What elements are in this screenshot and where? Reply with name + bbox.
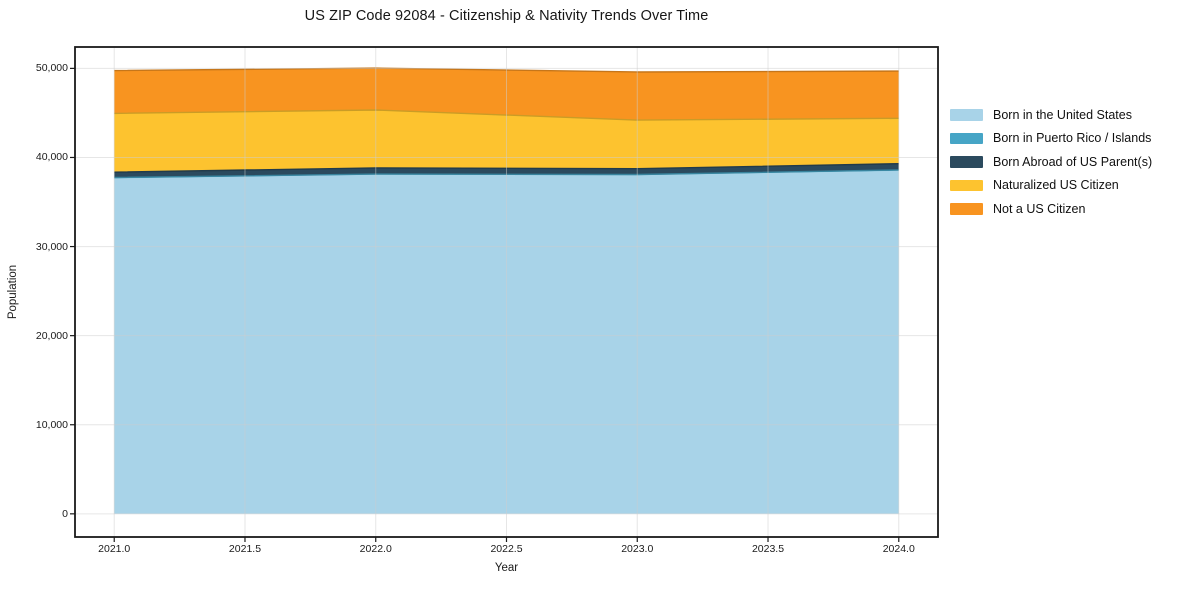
legend-item: Naturalized US Citizen [950,174,1152,198]
legend-item: Born in the United States [950,103,1152,127]
x-tick-label: 2021.0 [98,543,131,555]
legend-label: Naturalized US Citizen [993,178,1119,193]
chart-title: US ZIP Code 92084 - Citizenship & Nativi… [304,8,709,24]
legend-item: Not a US Citizen [950,197,1152,221]
stacked-area-plot [70,46,939,542]
x-tick-label: 2024.0 [882,543,915,555]
x-tick-label: 2022.0 [359,543,392,555]
y-tick-label: 40,000 [35,151,68,164]
x-tick-label: 2023.0 [621,543,654,555]
legend-swatch [950,156,983,168]
legend-label: Born Abroad of US Parent(s) [993,154,1153,169]
legend-item: Born in Puerto Rico / Islands [950,127,1152,151]
x-tick-label: 2021.5 [228,543,262,555]
x-tick-label: 2022.5 [490,543,523,555]
legend-swatch [950,179,983,191]
legend: Born in the United States Born in Puerto … [950,103,1152,221]
y-axis-label: Population [7,264,20,320]
y-axis-label-container: Population [0,47,26,537]
y-tick-label: 20,000 [35,329,68,342]
legend-swatch [950,109,983,121]
x-tick-label: 2023.5 [751,543,785,555]
y-tick-label: 10,000 [35,418,68,431]
y-tick-label: 50,000 [35,62,68,75]
legend-label: Born in Puerto Rico / Islands [993,131,1152,146]
legend-swatch [950,203,983,215]
x-axis-label: Year [494,562,519,574]
y-tick-label: 0 [62,507,68,520]
legend-label: Born in the United States [993,107,1132,122]
legend-label: Not a US Citizen [993,201,1086,216]
y-tick-label: 30,000 [35,240,68,253]
legend-swatch [950,132,983,144]
legend-item: Born Abroad of US Parent(s) [950,150,1152,174]
